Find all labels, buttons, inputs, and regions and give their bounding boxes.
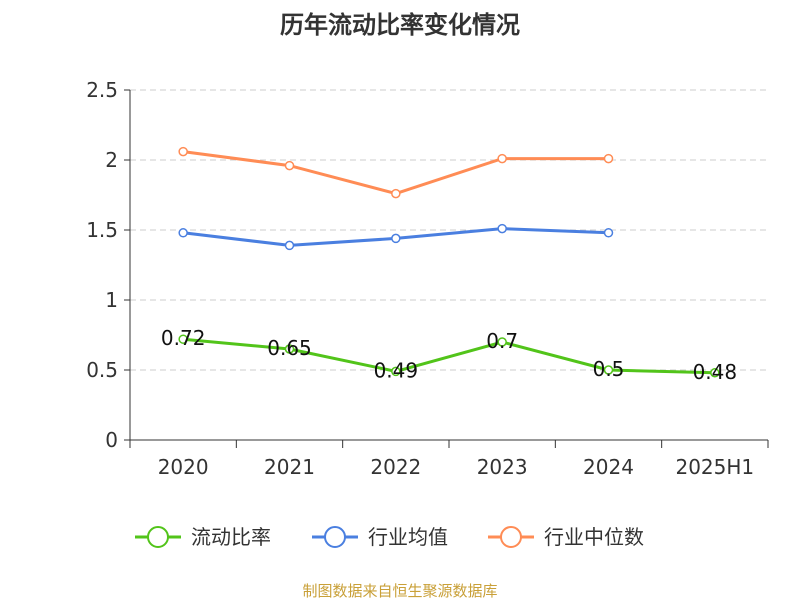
data-label: 0.49 <box>374 358 419 382</box>
footer-source: 制图数据来自恒生聚源数据库 <box>302 582 497 600</box>
legend-label: 流动比率 <box>191 525 271 549</box>
y-tick-label: 2.5 <box>86 78 118 102</box>
legend-label: 行业均值 <box>368 525 448 549</box>
data-point <box>391 188 401 199</box>
data-point <box>603 228 614 238</box>
x-tick-label: 2022 <box>370 455 421 479</box>
data-point <box>391 233 401 244</box>
data-label: 0.7 <box>486 329 518 353</box>
legend-marker <box>324 526 346 548</box>
y-tick-label: 1.5 <box>86 218 118 242</box>
legend-label: 行业中位数 <box>544 525 644 549</box>
data-point <box>603 153 614 164</box>
series-line <box>183 337 715 375</box>
legend-marker <box>147 526 169 548</box>
y-tick-label: 0 <box>105 428 118 452</box>
data-point <box>497 223 507 234</box>
y-tick-label: 0.5 <box>86 358 118 382</box>
series-line <box>182 150 609 196</box>
data-point <box>178 146 188 157</box>
data-point <box>497 153 507 164</box>
data-point <box>603 365 614 375</box>
data-point <box>710 368 720 378</box>
data-point <box>284 240 295 251</box>
data-point <box>497 337 507 347</box>
data-point <box>178 228 188 238</box>
legend-marker <box>500 526 522 548</box>
x-tick-label: 2024 <box>583 455 634 479</box>
data-point <box>178 334 188 344</box>
data-point <box>284 344 295 354</box>
data-label: 0.48 <box>693 360 738 384</box>
data-point <box>391 366 401 377</box>
data-point <box>284 160 295 171</box>
y-tick-label: 2 <box>105 148 118 172</box>
y-tick-label: 1 <box>105 288 118 312</box>
data-label: 0.5 <box>593 357 625 381</box>
chart-title: 历年流动比率变化情况 <box>280 11 520 39</box>
x-tick-label: 2020 <box>158 455 209 479</box>
x-tick-label: 2021 <box>264 455 315 479</box>
x-tick-label: 2023 <box>477 455 528 479</box>
data-label: 0.65 <box>267 336 312 360</box>
data-label: 0.72 <box>161 326 206 350</box>
x-tick-label: 2025H1 <box>675 455 754 479</box>
